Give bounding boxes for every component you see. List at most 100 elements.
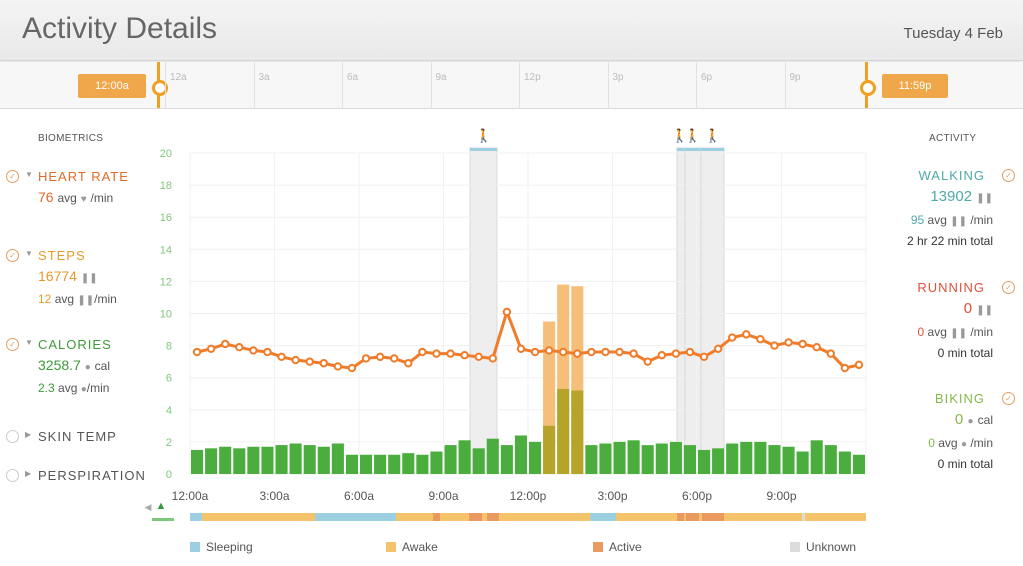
heart-rate-point bbox=[854, 360, 864, 370]
walking-label: WALKING bbox=[918, 168, 985, 183]
activity-state-segment bbox=[802, 513, 805, 521]
bar bbox=[740, 441, 753, 474]
heart-rate-point bbox=[657, 351, 666, 360]
bar bbox=[500, 445, 513, 474]
bar bbox=[289, 443, 302, 474]
timeline-gridline bbox=[519, 62, 520, 108]
biking-value-unit: cal bbox=[977, 413, 993, 427]
timeline-gridline bbox=[696, 62, 697, 108]
end-time-handle[interactable]: 11:59p bbox=[882, 74, 948, 98]
x-tick-label: 3:00a bbox=[259, 489, 289, 503]
heart-rate-point bbox=[770, 341, 779, 350]
bar bbox=[191, 449, 204, 474]
walking-check-icon[interactable]: ✓ bbox=[1002, 169, 1015, 182]
bar bbox=[768, 445, 781, 474]
x-tick-label: 3:00p bbox=[597, 489, 627, 503]
heart-rate-point bbox=[249, 346, 258, 355]
bar bbox=[796, 451, 809, 474]
stacked-bar-top bbox=[543, 321, 556, 474]
start-time-handle[interactable]: 12:00a bbox=[78, 74, 146, 98]
walking-band bbox=[684, 147, 702, 475]
calories-value: 3258.7 bbox=[38, 357, 81, 373]
walking-band bbox=[676, 147, 686, 475]
bar bbox=[219, 446, 232, 474]
expand-arrow-icon[interactable]: ▶ bbox=[25, 430, 32, 439]
left-arrow-icon: ◀ bbox=[145, 502, 152, 512]
bar bbox=[402, 453, 415, 474]
heart-rate-point bbox=[277, 352, 286, 362]
heart-icon: ♥ bbox=[80, 194, 87, 205]
expand-arrow-icon[interactable]: ▼ bbox=[25, 338, 33, 347]
header-bar: Activity Details Tuesday 4 Feb bbox=[0, 0, 1023, 61]
y-tick-label: 12 bbox=[160, 276, 172, 288]
activity-state-segment bbox=[487, 513, 499, 521]
heart-rate-point bbox=[333, 362, 343, 371]
running-avg-value: 0 bbox=[917, 325, 925, 339]
biking-value: 0 bbox=[954, 411, 964, 428]
perspiration-label: PERSPIRATION bbox=[38, 468, 146, 483]
expand-arrow-icon[interactable]: ▼ bbox=[25, 170, 33, 179]
bar bbox=[317, 446, 330, 474]
unknown-label: Unknown bbox=[806, 540, 857, 554]
calories-avg-unit: /min bbox=[86, 381, 110, 395]
biking-avg-label: avg bbox=[938, 436, 958, 450]
drop-icon: ● bbox=[960, 439, 967, 450]
legend-awake: Awake bbox=[386, 540, 438, 554]
running-avg-unit: /min bbox=[970, 325, 993, 339]
running-check-icon[interactable]: ✓ bbox=[1002, 281, 1015, 294]
bar bbox=[613, 441, 626, 474]
perspiration-check-icon[interactable] bbox=[6, 469, 19, 482]
activity-state-segment bbox=[616, 513, 866, 521]
calories-label: CALORIES bbox=[38, 337, 112, 352]
heart-rate-point bbox=[460, 351, 469, 360]
heart-rate-point bbox=[446, 349, 455, 358]
heart-rate-check-icon[interactable]: ✓ bbox=[6, 170, 19, 183]
skin-temp-check-icon[interactable] bbox=[6, 430, 19, 443]
walking-avg-unit: /min bbox=[970, 213, 993, 227]
bar bbox=[838, 451, 851, 474]
x-tick-label: 6:00p bbox=[682, 489, 712, 503]
activity-header: ACTIVITY bbox=[929, 133, 977, 144]
heart-rate-point bbox=[798, 339, 807, 349]
heart-rate-point bbox=[291, 355, 300, 365]
walking-band bbox=[700, 147, 725, 475]
time-range-selector[interactable]: 12:00a 11:59p 12a 3a 6a 9a 12p 3p 6p 9p bbox=[0, 62, 1023, 109]
heart-rate-point bbox=[826, 349, 835, 358]
heart-rate-point bbox=[587, 347, 596, 357]
heart-rate-point bbox=[418, 347, 427, 357]
heart-rate-point bbox=[390, 354, 399, 363]
legend-unknown: Unknown bbox=[790, 540, 856, 554]
heart-rate-point bbox=[192, 347, 202, 357]
y-tick-label: 20 bbox=[160, 148, 172, 160]
timeline-gridline bbox=[253, 62, 255, 108]
calories-check-icon[interactable]: ✓ bbox=[6, 338, 19, 351]
steps-check-icon[interactable]: ✓ bbox=[6, 249, 19, 262]
heart-rate-label: HEART RATE bbox=[38, 169, 129, 184]
activity-state-segment bbox=[686, 513, 699, 521]
walking-avg-value: 95 bbox=[910, 213, 925, 227]
walking-band-top bbox=[470, 148, 497, 151]
bar bbox=[655, 443, 668, 474]
bar bbox=[472, 448, 485, 474]
heart-rate-point bbox=[784, 338, 793, 347]
sleeping-label: Sleeping bbox=[206, 540, 253, 554]
end-handle-dot[interactable] bbox=[860, 80, 876, 96]
heart-rate-point bbox=[206, 344, 216, 354]
walking-icon: 🚶 bbox=[685, 128, 701, 143]
calories-unit: cal bbox=[94, 359, 110, 373]
bar bbox=[698, 449, 711, 474]
heart-rate-point bbox=[685, 347, 695, 357]
y-tick-label: 0 bbox=[166, 469, 172, 481]
biking-avg-unit: /min bbox=[970, 436, 993, 450]
y-tick-label: 18 bbox=[160, 180, 172, 192]
walking-icon: 🚶 bbox=[476, 128, 492, 143]
biking-check-icon[interactable]: ✓ bbox=[1002, 392, 1015, 405]
heart-rate-point bbox=[502, 307, 512, 317]
expand-arrow-icon[interactable]: ▼ bbox=[25, 249, 33, 258]
expand-arrow-icon[interactable]: ▶ bbox=[25, 469, 32, 478]
walking-avg-row: 95 avg ❚❚ /min bbox=[911, 213, 993, 227]
start-handle-dot[interactable] bbox=[152, 80, 168, 96]
legend-active: Active bbox=[593, 540, 642, 554]
timeline-tick-label: 3a bbox=[258, 72, 270, 83]
steps-value: 16774 bbox=[38, 268, 77, 284]
